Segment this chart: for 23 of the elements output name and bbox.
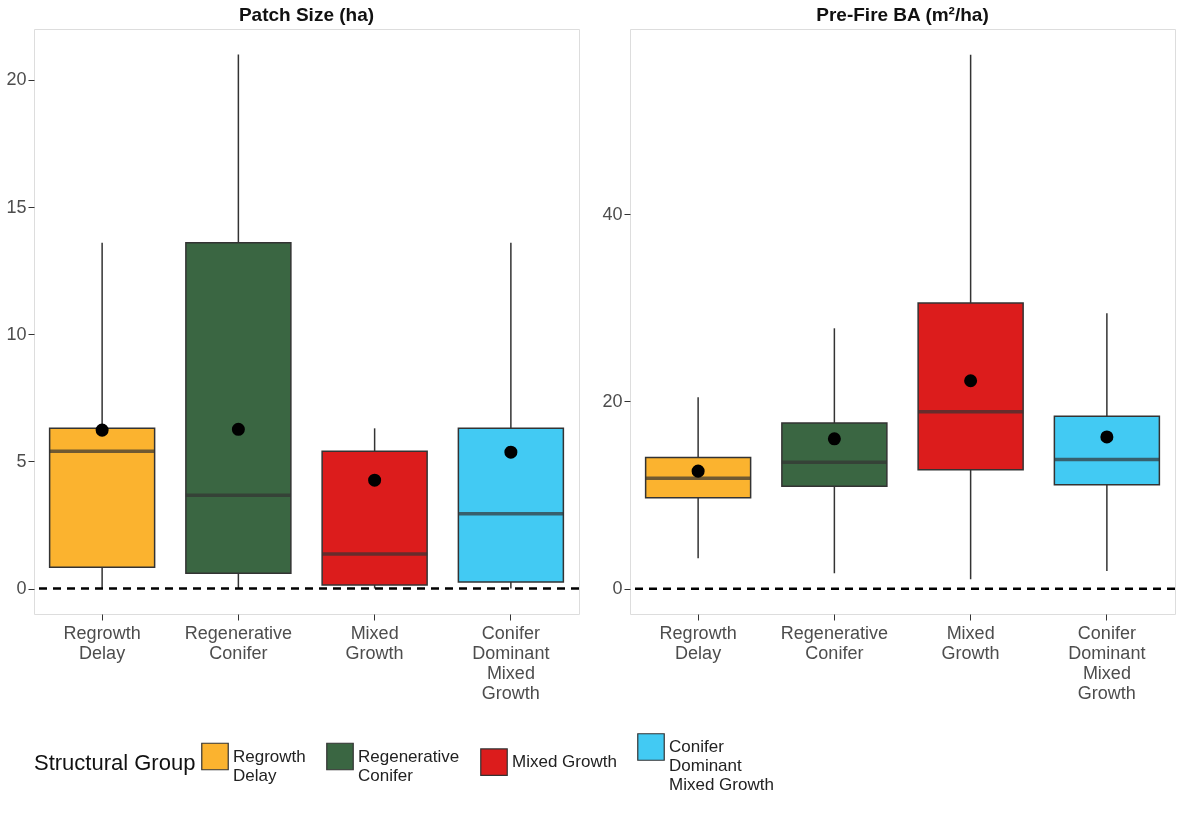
x-tick-label: Conifer Dominant Mixed Growth [472,622,550,703]
legend-label: Regrowth Delay [233,746,306,785]
y-tick-label: 0 [612,578,623,599]
y-tick-label: 0 [16,578,27,599]
x-tick-label: Regenerative Conifer [780,622,888,663]
x-tick-label: Mixed Growth [345,622,404,663]
y-tick-label: 15 [6,196,27,217]
x-tick-label: Regenerative Conifer [184,622,292,663]
legend-label: Regenerative Conifer [358,746,460,785]
y-tick-label: 5 [16,450,27,471]
legend-label: Conifer Dominant Mixed Growth [669,737,774,794]
legend-title: Structural Group [34,750,196,775]
chart-title: Patch Size (ha) [238,4,375,25]
x-tick-label: Mixed Growth [941,622,1000,663]
y-tick-label: 40 [602,203,623,224]
x-tick-label: Conifer Dominant Mixed Growth [1068,622,1146,703]
chart-title: Pre-Fire BA (m²/ha) [816,4,989,25]
legend-label: Mixed Growth [512,752,617,772]
y-tick-label: 20 [6,69,27,90]
x-tick-label: Regrowth Delay [659,622,737,663]
x-tick-label: Regrowth Delay [63,622,141,663]
y-tick-label: 20 [602,390,623,411]
y-tick-label: 10 [6,323,27,344]
